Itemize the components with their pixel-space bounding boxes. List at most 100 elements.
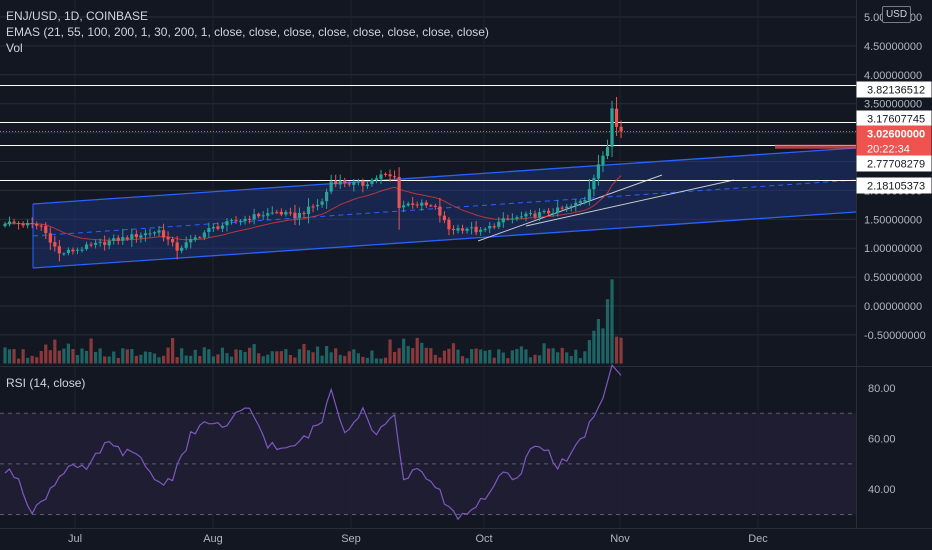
currency-badge[interactable]: USD (882, 6, 911, 23)
volume-bar (587, 340, 591, 364)
volume-bar (21, 349, 25, 364)
trend-line[interactable] (477, 174, 663, 242)
candle-body (411, 203, 415, 205)
candle-body (7, 221, 12, 225)
emas-indicator-label[interactable]: EMAS (21, 55, 100, 200, 1, 30, 200, 1, c… (6, 25, 489, 39)
volume-bar (293, 357, 297, 364)
candle-body (66, 249, 71, 254)
volume-bar (402, 338, 406, 364)
candle-body (334, 180, 338, 185)
volume-bar (26, 357, 30, 364)
candle-body (252, 214, 256, 220)
candle-body (479, 229, 483, 232)
volume-bar (53, 339, 57, 364)
candle-body (284, 212, 288, 215)
volume-bar (44, 344, 48, 364)
candle-body (152, 232, 157, 234)
candle-body (184, 242, 188, 248)
price-tag-label: 2.77708279 (867, 159, 925, 171)
volume-bar (619, 337, 623, 364)
volume-bar (7, 349, 12, 364)
candle-body (338, 180, 342, 185)
candle-body (62, 253, 66, 255)
candle-body (225, 221, 229, 226)
candle-body (374, 178, 379, 181)
candle-body (406, 203, 410, 206)
candle-body (388, 174, 392, 177)
price-tick-label: 4.50000000 (864, 41, 922, 53)
candle-body (238, 220, 243, 222)
candle-body (288, 212, 292, 214)
candle-body (420, 202, 424, 206)
volume-bar (583, 351, 587, 364)
volume-bar (592, 330, 596, 364)
volume-bar (57, 350, 61, 364)
candle-body (433, 205, 437, 207)
channel-lower-line[interactable] (32, 211, 857, 269)
ema-line[interactable] (4, 175, 622, 241)
volume-bar (497, 349, 501, 364)
volume-bar (94, 352, 98, 364)
candle-body (556, 207, 560, 213)
volume-bar (275, 351, 279, 364)
volume-bar (202, 347, 206, 364)
volume-bar (465, 358, 469, 364)
price-line-tag[interactable] (856, 155, 932, 172)
volume-bar (288, 354, 292, 364)
volume-bar (488, 349, 492, 364)
volume-bar (284, 349, 288, 364)
candle-body (365, 184, 369, 187)
volume-indicator-label[interactable]: Vol (6, 41, 23, 55)
candle-body (270, 212, 274, 214)
regression-channel (32, 147, 857, 269)
candle-body (16, 223, 21, 225)
rsi-tick-label: 80.00 (868, 383, 896, 395)
candle-body (574, 202, 578, 206)
candle-body (261, 215, 265, 217)
rsi-indicator-label[interactable]: RSI (14, close) (6, 376, 86, 390)
volume-bar (560, 347, 564, 364)
volume-bar (356, 353, 360, 364)
candle-body (497, 221, 501, 227)
candle-body (157, 230, 161, 233)
volume-bar (270, 351, 274, 364)
candle-body (370, 179, 374, 185)
volume-bar (479, 349, 483, 364)
volume-bar (542, 343, 546, 364)
volume-bar (374, 358, 379, 364)
price-line-tag[interactable] (856, 177, 932, 194)
volume-bar (424, 347, 428, 364)
candle-body (469, 227, 474, 229)
volume-bar (71, 349, 75, 364)
volume-bar (252, 344, 256, 364)
candle-body (35, 223, 39, 226)
price-line-tag[interactable] (856, 81, 932, 98)
volume-bar (193, 349, 197, 364)
candle-body (587, 189, 591, 201)
volume-bar (492, 357, 496, 364)
volume-bar (610, 279, 614, 364)
candle-body (361, 181, 365, 186)
candle-body (551, 213, 555, 215)
rsi-line[interactable] (4, 363, 622, 521)
price-tick-label: 3.50000000 (864, 99, 922, 111)
symbol-title[interactable]: ENJ/USD, 1D, COINBASE (6, 9, 149, 23)
volume-bars (3, 279, 623, 364)
volume-bar (596, 319, 601, 364)
channel-mid-line[interactable] (32, 179, 857, 237)
rsi-tick-label: 60.00 (868, 434, 896, 446)
price-tick-label: 1.50000000 (864, 214, 922, 226)
candle-body (161, 230, 166, 238)
candle-body (347, 183, 351, 185)
candle-body (596, 164, 601, 179)
price-tick-label: -0.50000000 (864, 330, 926, 342)
trend-line[interactable] (525, 179, 735, 227)
price-tick-label: 1.00000000 (864, 243, 922, 255)
volume-bar (460, 356, 465, 364)
volume-bar (474, 348, 478, 364)
candle-body (329, 181, 333, 192)
candle-body (578, 201, 582, 203)
channel-upper-line[interactable] (32, 147, 857, 205)
volume-bar (171, 337, 175, 364)
